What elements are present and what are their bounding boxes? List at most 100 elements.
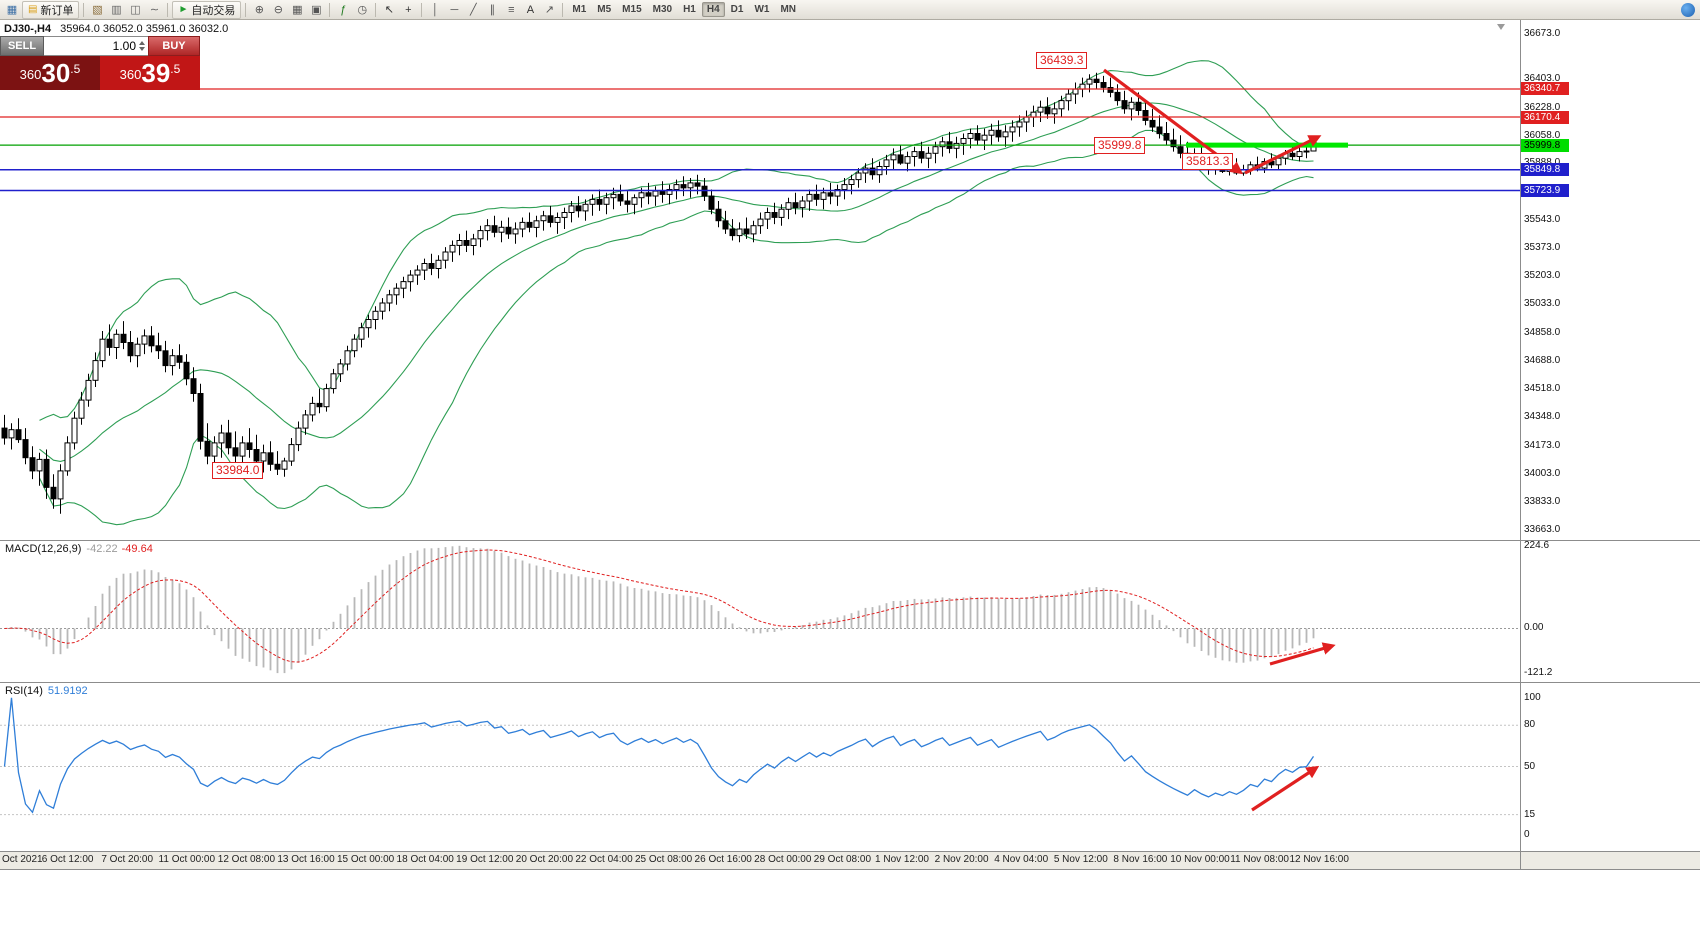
new-order-button[interactable]: ▤ 新订单 bbox=[22, 0, 80, 19]
price-scale-label: 33833.0 bbox=[1524, 495, 1561, 507]
text-label-icon[interactable]: A bbox=[526, 3, 535, 16]
time-axis-label: 12 Oct 08:00 bbox=[217, 854, 276, 865]
timeframe-mn-button[interactable]: MN bbox=[780, 4, 797, 15]
price-scale-label: 34518.0 bbox=[1524, 382, 1561, 394]
time-axis-label: 28 Oct 00:00 bbox=[754, 854, 812, 865]
timeframe-m5-button[interactable]: M5 bbox=[597, 4, 612, 15]
new-chart-icon[interactable]: ▦ bbox=[6, 3, 18, 16]
price-chart-canvas[interactable] bbox=[0, 20, 1520, 540]
line-chart-icon[interactable]: ∼ bbox=[149, 3, 160, 16]
auto-trading-button-icon: ► bbox=[178, 4, 189, 15]
panel-separator[interactable] bbox=[0, 682, 1700, 683]
trend-arrow[interactable] bbox=[1269, 642, 1336, 666]
trendline-icon[interactable]: ╱ bbox=[470, 3, 477, 16]
price-scale-label: 34858.0 bbox=[1524, 326, 1561, 338]
vertical-line-icon[interactable]: │ bbox=[431, 3, 439, 16]
periods-icon[interactable]: ◷ bbox=[357, 3, 368, 16]
volume-decrease-icon[interactable] bbox=[139, 47, 145, 51]
cascade-windows-icon[interactable]: ▣ bbox=[311, 3, 322, 16]
macd-scale-label: 224.6 bbox=[1524, 539, 1550, 551]
timeframe-m30-button[interactable]: M30 bbox=[652, 4, 673, 15]
chart-shift-marker[interactable] bbox=[1497, 24, 1505, 30]
time-axis-label: 19 Oct 12:00 bbox=[456, 854, 514, 865]
buy-button[interactable]: BUY bbox=[148, 36, 200, 56]
auto-trading-button-label: 自动交易 bbox=[191, 4, 236, 17]
price-scale-label: 34003.0 bbox=[1524, 467, 1561, 479]
price-annotation[interactable]: 35999.8 bbox=[1094, 137, 1146, 154]
time-axis-label: 13 Oct 16:00 bbox=[277, 854, 335, 865]
toolbar-separator bbox=[421, 2, 423, 17]
rsi-scale-label: 15 bbox=[1524, 808, 1536, 820]
price-scale-label: 35888.0 bbox=[1524, 157, 1560, 169]
price-annotation[interactable]: 33984.0 bbox=[212, 462, 264, 479]
price-scale-label: 35033.0 bbox=[1524, 298, 1561, 310]
buy-price-suffix: .5 bbox=[170, 62, 181, 76]
rsi-value: 51.9192 bbox=[47, 685, 88, 697]
time-axis-label: 11 Nov 08:00 bbox=[1230, 854, 1289, 865]
horizontal-line-icon[interactable]: ─ bbox=[450, 3, 459, 16]
time-axis-label: 11 Oct 00:00 bbox=[158, 854, 216, 865]
time-axis-label: 2 Nov 20:00 bbox=[934, 854, 989, 865]
chart-title: DJ30-,H4 35964.0 36052.0 35961.0 36032.0 bbox=[4, 23, 228, 35]
profiles-icon[interactable]: ▧ bbox=[92, 3, 103, 16]
candlesticks bbox=[1, 72, 1317, 514]
sell-price-display: 360 30.5 bbox=[0, 56, 100, 90]
indicators-icon[interactable]: ƒ bbox=[340, 3, 347, 16]
timeframe-h1-button[interactable]: H1 bbox=[683, 4, 696, 15]
channel-icon[interactable]: ∥ bbox=[489, 3, 496, 16]
toolbar-separator bbox=[83, 2, 85, 17]
price-scale-marker: 35723.9 bbox=[1521, 183, 1569, 197]
price-scale-label: 36403.0 bbox=[1524, 72, 1561, 84]
price-scale-border[interactable] bbox=[1520, 20, 1521, 869]
time-axis-label: 8 Nov 16:00 bbox=[1113, 854, 1168, 865]
panel-separator[interactable] bbox=[0, 540, 1700, 541]
zoom-in-icon[interactable]: ⊕ bbox=[254, 3, 264, 16]
trend-arrow[interactable] bbox=[1244, 135, 1322, 175]
buy-price-big-digits: 39 bbox=[141, 58, 171, 88]
time-axis-label: 18 Oct 04:00 bbox=[396, 854, 454, 865]
panel-separator bbox=[0, 851, 1700, 852]
trend-arrow[interactable] bbox=[1251, 765, 1320, 812]
candlestick-chart-icon[interactable]: ◫ bbox=[130, 3, 141, 16]
time-axis-label: 22 Oct 04:00 bbox=[575, 854, 633, 865]
rsi-panel-canvas[interactable] bbox=[0, 682, 1520, 851]
sell-price-suffix: .5 bbox=[70, 62, 81, 76]
sell-button[interactable]: SELL bbox=[0, 36, 44, 56]
time-axis-label: 15 Oct 00:00 bbox=[336, 854, 395, 865]
price-annotation[interactable]: 35813.3 bbox=[1182, 153, 1234, 170]
bar-chart-icon[interactable]: ▥ bbox=[111, 3, 122, 16]
price-annotation[interactable]: 36439.3 bbox=[1036, 52, 1088, 69]
buy-price-prefix: 360 bbox=[119, 67, 142, 82]
macd-name: MACD(12,26,9) bbox=[5, 543, 82, 555]
community-icon[interactable] bbox=[1681, 3, 1695, 17]
price-scale-label: 34173.0 bbox=[1524, 439, 1561, 451]
timeframe-m15-button[interactable]: M15 bbox=[622, 4, 642, 15]
price-scale-label: 33663.0 bbox=[1524, 523, 1561, 535]
buy-price-display: 360 39.5 bbox=[100, 56, 200, 90]
crosshair-icon[interactable]: + bbox=[405, 3, 412, 16]
zoom-out-icon[interactable]: ⊖ bbox=[273, 3, 283, 16]
auto-trading-button[interactable]: ► 自动交易 bbox=[172, 0, 242, 19]
macd-signal-value: -49.64 bbox=[121, 543, 153, 555]
price-scale-label: 35203.0 bbox=[1524, 270, 1561, 282]
fibonacci-icon[interactable]: ≡ bbox=[508, 3, 515, 16]
price-chart-panel[interactable]: DJ30-,H4 35964.0 36052.0 35961.0 36032.0 … bbox=[0, 20, 1520, 540]
arrows-tool-icon[interactable]: ↗ bbox=[544, 3, 554, 16]
tile-windows-icon[interactable]: ▦ bbox=[292, 3, 303, 16]
timeframe-m1-button[interactable]: M1 bbox=[572, 4, 587, 15]
symbol-period-label: DJ30-,H4 bbox=[4, 23, 52, 35]
rsi-line bbox=[3, 697, 1315, 814]
timeframe-w1-button[interactable]: W1 bbox=[754, 4, 770, 15]
macd-panel-canvas[interactable] bbox=[0, 540, 1520, 682]
toolbar-separator bbox=[245, 2, 247, 17]
sell-price-big-digits: 30 bbox=[41, 58, 71, 88]
cursor-icon[interactable]: ↖ bbox=[384, 3, 394, 16]
volume-increase-icon[interactable] bbox=[139, 41, 145, 45]
price-scale-marker: 36340.7 bbox=[1521, 82, 1569, 96]
bollinger-middle-band bbox=[39, 102, 1314, 462]
volume-stepper[interactable]: 1.00 bbox=[44, 36, 148, 56]
timeframe-d1-button[interactable]: D1 bbox=[730, 4, 744, 15]
timeframe-h4-button[interactable]: H4 bbox=[701, 2, 725, 17]
time-axis-label: 12 Nov 16:00 bbox=[1289, 854, 1349, 865]
